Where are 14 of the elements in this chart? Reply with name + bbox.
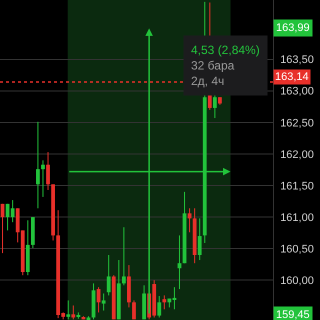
ref-line-label: 163,14 — [275, 71, 309, 83]
y-tick-label: 163,00 — [280, 86, 314, 98]
y-tick-label: 162,50 — [280, 117, 314, 130]
annotation: 159,45 — [276, 309, 310, 320]
y-tick-label: 160,00 — [280, 275, 314, 288]
y-tick-label: 163,50 — [280, 54, 314, 66]
annotation: 4,53 (2,84%) — [191, 43, 260, 57]
y-tick-label: 160,50 — [280, 244, 314, 256]
y-tick-label: 161,00 — [280, 212, 314, 224]
annotation: 2д, 4ч — [191, 74, 224, 88]
annotation: 163,99 — [276, 22, 310, 34]
y-tick-label: 161,50 — [280, 180, 314, 192]
y-tick-label: 162,00 — [280, 148, 314, 161]
annotation: 32 бара — [191, 58, 235, 73]
